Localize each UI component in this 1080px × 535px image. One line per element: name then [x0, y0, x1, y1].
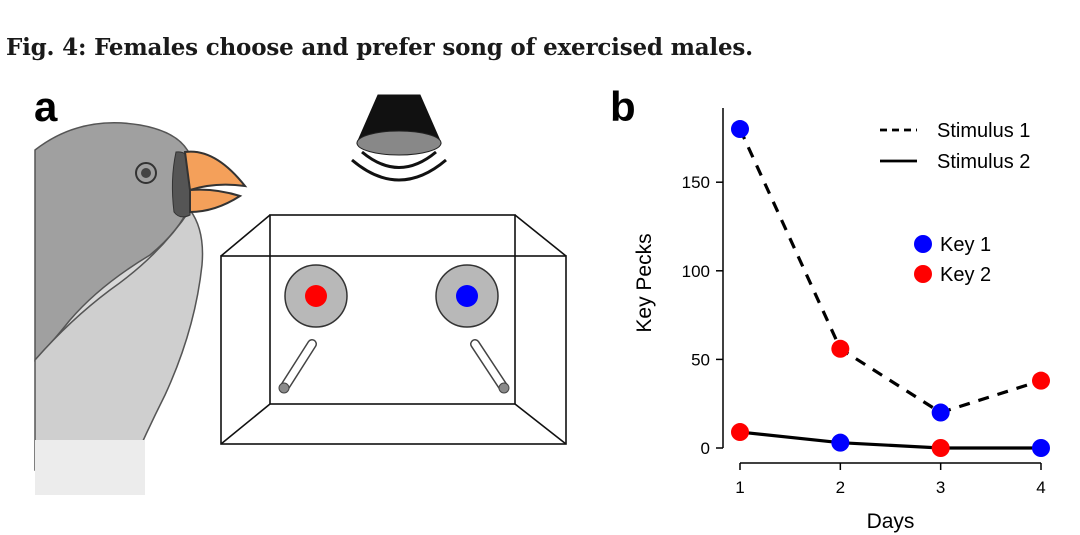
- panel-a-illustration: [34, 94, 567, 495]
- y-tick-label: 100: [682, 262, 710, 281]
- data-point: [731, 423, 749, 442]
- data-point: [931, 403, 950, 422]
- panel-a-label: a: [34, 83, 58, 130]
- data-point: [931, 439, 950, 457]
- data-point: [831, 433, 850, 452]
- lamp-bulb: [356, 130, 442, 156]
- x-tick-label: 2: [836, 478, 845, 497]
- bird-beak-lower: [189, 188, 243, 214]
- legend-line-label: Stimulus 2: [937, 151, 1030, 173]
- data-point: [731, 120, 749, 139]
- right-perch: [470, 339, 510, 394]
- bird-beak-upper: [183, 150, 248, 192]
- legend-line-label: Stimulus 1: [937, 120, 1030, 142]
- series-line: [739, 430, 1041, 450]
- data-point: [1032, 439, 1050, 457]
- series-line: [738, 128, 1042, 415]
- legend-point-label: Key 1: [940, 234, 991, 256]
- bird-eye-inner: [141, 168, 151, 178]
- lamp-glow-arc-1: [361, 150, 437, 169]
- lamp-glow-arc-2: [351, 158, 447, 182]
- legend-point-swatch: [914, 265, 932, 283]
- x-tick-label: 4: [1036, 478, 1045, 497]
- x-tick-label: 3: [936, 478, 945, 497]
- operant-box: [220, 214, 567, 445]
- bird-body-outline: [34, 208, 204, 471]
- y-axis-title: Key Pecks: [633, 233, 656, 332]
- data-point: [1032, 371, 1050, 390]
- legend-point-swatch: [914, 235, 932, 253]
- x-axis-title: Days: [867, 510, 915, 533]
- y-tick-label: 0: [701, 439, 710, 458]
- x-tick-label: 1: [735, 478, 744, 497]
- bird-lower-fade: [35, 440, 145, 495]
- figure-title: Fig. 4: Females choose and prefer song o…: [6, 34, 753, 61]
- left-perch: [278, 339, 317, 394]
- y-tick-label: 50: [691, 350, 710, 369]
- y-tick-label: 150: [682, 173, 710, 192]
- legend-point-label: Key 2: [940, 264, 991, 286]
- right-key: [456, 285, 478, 307]
- left-key: [305, 285, 327, 307]
- panel-b-label: b: [610, 83, 636, 130]
- data-point: [831, 339, 850, 358]
